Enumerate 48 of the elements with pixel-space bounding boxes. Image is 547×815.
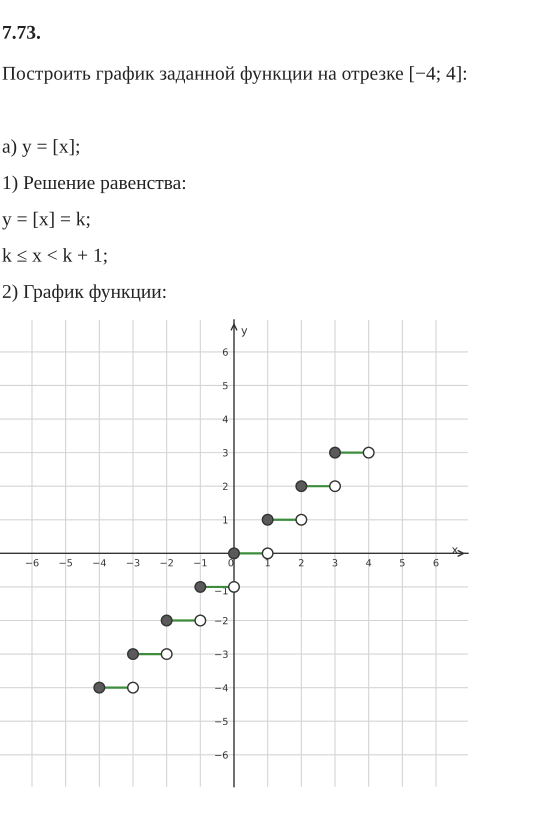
x-tick-label: 6 [434,559,438,566]
y-tick-label: 2 [222,482,228,490]
point [329,480,341,492]
x-tick-label: 4 [366,559,372,566]
y-tick-label: 3 [223,449,228,456]
text: y = [x] = k; [2,212,90,230]
chart-title: 7.73. [3,26,40,39]
x-tick-label: 0 [228,559,234,566]
y-tick-label: −4 [215,684,228,692]
point [295,480,308,492]
y-tick-label: 5 [223,382,228,390]
x-tick-label: −5 [60,559,72,566]
x-tick-label: −2 [160,559,173,566]
y-tick-label: −3 [215,650,228,658]
x-tick-label: −1 [194,559,207,566]
text: k ≤ x < k + 1; [2,248,107,265]
point [262,514,274,526]
point [194,580,206,593]
y-tick-label: −5 [215,718,228,726]
point [160,614,173,626]
x-tick-label: 3 [332,559,338,566]
x-tick-label: −6 [26,559,39,566]
x-tick-label: −3 [126,559,140,566]
point [160,648,173,660]
point [194,614,206,626]
point [262,547,274,560]
y-tick-label: −2 [215,616,228,624]
y-tick-label: 1 [223,516,228,524]
y-axis-title: y [241,328,248,337]
text: 1) Решение равенства: [4,175,186,194]
point [329,446,341,459]
point [362,446,375,459]
text: а) y = [x]; [2,139,79,157]
point [127,682,139,694]
point [93,682,106,694]
y-tick-label: 6 [222,348,228,356]
chart-subtitle: Построить график заданной функции на отрезке [−4; 4]: [2,66,466,84]
y-tick-label: 4 [222,416,228,423]
point [127,648,139,660]
point [228,547,240,560]
x-tick-label: 2 [298,559,304,566]
y-tick-label: −6 [215,751,228,759]
point [295,514,308,526]
x-tick-label: 5 [400,559,405,566]
text: 2) График функции: [2,284,166,302]
point [228,580,240,593]
x-tick-label: 1 [266,559,270,566]
x-tick-label: −4 [93,559,106,566]
